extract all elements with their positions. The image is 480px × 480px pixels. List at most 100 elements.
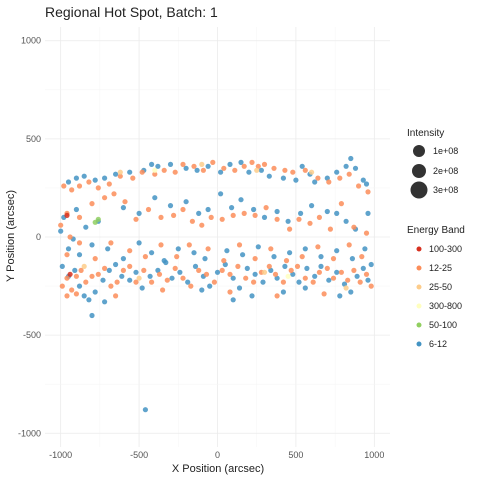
data-point-6-12 [318,254,324,260]
legend-label-6-12: 6-12 [429,339,447,349]
data-point-12-25 [365,189,371,195]
data-point-12-25 [351,267,357,273]
data-point-12-25 [241,210,247,216]
chart-title: Regional Hot Spot, Batch: 1 [45,4,218,20]
data-point-6-12 [183,199,189,205]
data-point-12-25 [251,279,257,285]
data-point-12-25 [61,183,67,189]
data-point-12-25 [122,199,128,205]
data-point-12-25 [302,275,308,281]
data-point-12-25 [149,279,155,285]
data-point-12-25 [346,242,352,248]
data-point-12-25 [191,163,197,169]
data-point-6-12 [81,173,87,179]
data-point-6-12 [205,163,211,169]
legend-key-25-50 [416,284,422,290]
data-point-12-25 [338,269,344,275]
data-point-12-25 [108,240,114,246]
energy-band-legend-title: Energy Band [407,225,465,236]
data-point-12-25 [274,293,280,299]
data-point-6-12 [133,269,139,275]
size-key-3e8 [410,181,428,199]
size-key-label-3e8: 3e+08 [433,185,458,195]
data-point-6-12 [155,163,161,169]
data-point-6-12 [240,252,246,258]
data-point-6-12 [224,248,230,254]
data-point-6-12 [352,165,359,171]
data-point-6-12 [365,210,371,216]
data-point-6-12 [365,277,371,283]
data-point-12-25 [174,254,180,260]
data-point-12-25 [263,205,269,211]
data-point-12-25 [83,279,89,285]
data-point-6-12 [312,179,318,185]
data-point-6-12 [199,287,205,293]
x-axis-label: X Position (arcsec) [172,463,264,475]
data-point-12-25 [241,163,247,169]
data-point-12-25 [283,258,290,264]
size-key-label-1e8: 1e+08 [433,146,458,156]
data-point-12-25 [142,254,148,260]
data-point-12-25 [330,256,337,262]
data-point-6-12 [266,173,272,179]
data-point-6-12 [360,265,366,271]
data-point-12-25 [160,287,166,293]
data-point-12-25 [203,271,210,277]
data-point-6-12 [312,273,318,279]
data-point-6-12 [236,285,243,291]
data-point-6-12 [207,283,213,289]
data-point-6-12 [258,167,264,173]
data-point-12-25 [221,258,227,264]
data-point-12-25 [95,271,101,277]
data-point-12-25 [108,283,114,289]
data-point-25-50 [81,263,87,269]
data-point-6-12 [274,208,280,215]
data-point-6-12 [102,175,108,181]
data-point-6-12 [218,191,224,197]
data-point-12-25 [346,171,352,177]
y-tick-label: 500 [26,134,41,144]
legend-label-100-300: 100-300 [429,244,462,254]
data-point-12-25 [127,248,133,254]
legend-label-300-800: 300-800 [429,301,462,311]
data-point-25-50 [254,167,260,173]
data-point-12-25 [58,222,64,228]
data-point-6-12 [76,252,83,258]
data-point-6-12 [299,163,305,169]
data-point-6-12 [271,254,277,260]
data-point-12-25 [288,267,294,273]
data-point-12-25 [196,267,202,273]
intensity-legend-title: Intensity [407,128,444,139]
data-point-12-25 [324,265,330,271]
data-point-6-12 [230,297,236,303]
data-point-12-25 [290,169,296,175]
data-point-12-25 [359,254,365,260]
y-tick-label: -1000 [18,428,41,438]
data-point-6-12 [229,205,235,211]
data-point-12-25 [139,169,145,175]
data-point-6-12 [59,263,65,269]
data-point-12-25 [89,273,95,279]
legend-key-300-800 [416,303,422,309]
data-point-6-12 [127,277,133,283]
data-point-6-12 [177,269,183,275]
data-point-12-25 [172,265,178,271]
data-point-6-12 [230,275,236,281]
data-point-100-300 [64,212,70,218]
data-point-6-12 [120,205,126,211]
data-point-6-12 [287,250,293,256]
data-point-12-25 [117,173,123,179]
data-point-6-12 [251,206,257,213]
data-point-12-25 [235,263,241,269]
data-point-12-25 [219,267,225,273]
data-point-25-50 [261,269,268,275]
data-point-50-100 [92,219,98,225]
data-point-12-25 [78,267,84,273]
data-point-6-12 [261,214,268,220]
data-point-300-800 [285,273,291,279]
data-point-6-12 [102,299,108,305]
data-point-12-25 [106,181,112,187]
data-point-12-25 [164,277,170,283]
data-point-12-25 [211,279,217,285]
data-point-12-25 [208,214,214,220]
